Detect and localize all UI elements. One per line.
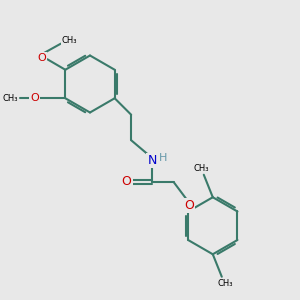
Text: CH₃: CH₃ <box>2 94 18 103</box>
Text: O: O <box>184 199 194 212</box>
Text: CH₃: CH₃ <box>61 36 77 45</box>
Text: O: O <box>122 175 132 188</box>
Text: O: O <box>30 93 39 103</box>
Text: H: H <box>159 153 167 163</box>
Text: CH₃: CH₃ <box>193 164 208 172</box>
Text: N: N <box>148 154 157 167</box>
Text: O: O <box>38 53 46 63</box>
Text: CH₃: CH₃ <box>217 279 233 288</box>
